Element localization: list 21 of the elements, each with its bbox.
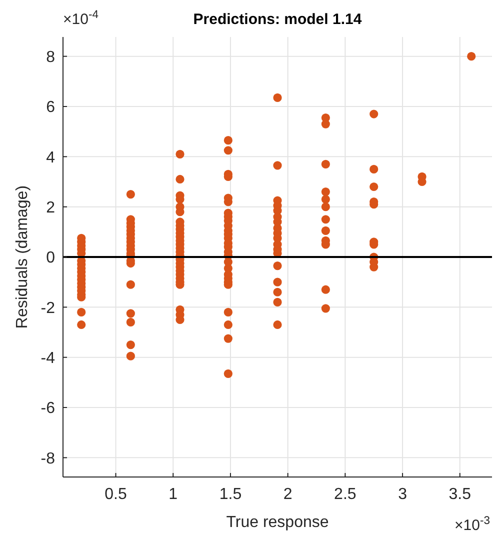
x-tick-label: 2.5: [334, 486, 356, 503]
text: ×10$^{-4}$: [63, 9, 98, 28]
y-tick-label: -4: [40, 350, 56, 367]
text: ×10$^{-3}$: [454, 515, 490, 533]
x-axis-title: True response: [226, 514, 329, 531]
y-tick-label: -6: [40, 400, 56, 418]
y-tick-label: -8: [40, 450, 56, 468]
y-tick-label: 0: [46, 250, 56, 267]
y-tick-label: -2: [40, 300, 56, 317]
y-tick-label: 6: [46, 99, 56, 116]
x-tick-label: 0.5: [104, 486, 127, 503]
chart-title: Predictions: model 1.14: [193, 11, 362, 28]
y-tick-label: 8: [46, 48, 56, 66]
y-tick-label: 4: [46, 149, 56, 166]
y-axis-title: Residuals (damage): [14, 185, 31, 329]
x-tick-label: 1: [168, 486, 178, 503]
x-tick-label: 3: [398, 486, 408, 503]
x-tick-label: 2: [283, 486, 292, 503]
x-tick-label: 3.5: [448, 486, 472, 503]
y-tick-label: 2: [46, 199, 56, 216]
x-tick-label: 1.5: [219, 486, 242, 503]
